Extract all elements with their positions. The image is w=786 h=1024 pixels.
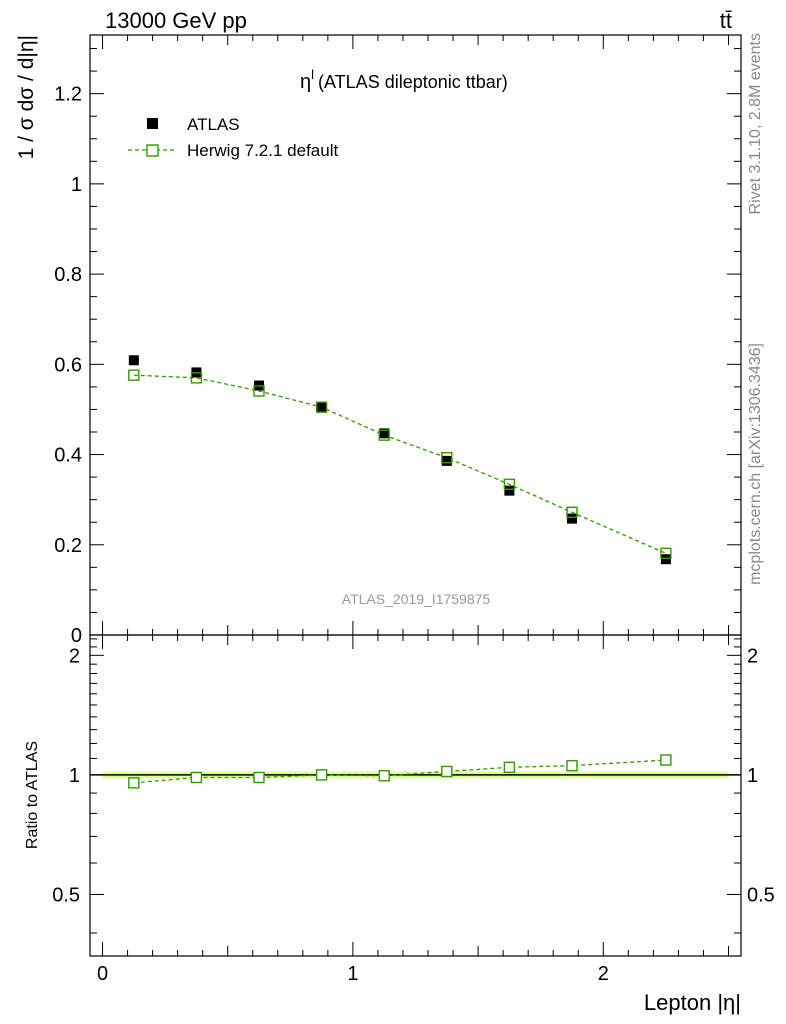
x-tick-label: 0	[97, 963, 108, 985]
herwig-point	[128, 369, 140, 381]
herwig-point	[660, 547, 672, 560]
ratio-y-axis-title: Ratio to ATLAS	[24, 741, 41, 849]
plot-title-suffix: (ATLAS dileptonic ttbar)	[318, 72, 508, 92]
herwig-point	[566, 506, 578, 518]
ratio-herwig-point	[566, 759, 578, 772]
atlas-point	[566, 513, 577, 524]
main-y-tick-labels: 0 0.2 0.4 0.6 0.8 1 1.2	[54, 84, 82, 647]
ratio-herwig-point	[315, 769, 328, 781]
x-tick-labels: 0 1 2	[97, 963, 609, 985]
chart-marks	[128, 355, 672, 789]
main-axis-ticks	[90, 35, 741, 636]
y-tick-label: 0.2	[54, 535, 82, 557]
herwig-point	[441, 452, 453, 464]
ratio-y-tick-label-right: 0.5	[747, 884, 775, 906]
y-tick-label: 1	[71, 174, 82, 196]
atlas-point	[379, 428, 390, 439]
legend-marker-atlas	[147, 118, 158, 129]
atlas-point	[504, 485, 515, 496]
ratio-herwig-point	[503, 761, 516, 774]
atlas-point	[441, 455, 452, 466]
plot-title-symbol: η	[300, 71, 311, 93]
legend: ATLAS Herwig 7.2.1 default	[128, 115, 338, 160]
herwig-point	[378, 429, 390, 441]
y-tick-label: 0.6	[54, 354, 82, 376]
y-tick-label: 1.2	[54, 84, 82, 106]
herwig-point	[190, 372, 203, 384]
ratio-herwig-point	[660, 754, 672, 766]
ratio-y-tick-label: 2	[69, 645, 80, 667]
plot-title: ηl (ATLAS dileptonic ttbar)	[300, 67, 508, 93]
atlas-point	[128, 355, 139, 366]
ratio-y-tick-label-right: 2	[747, 645, 758, 667]
x-tick-label: 2	[598, 963, 609, 985]
y-tick-label: 0.8	[54, 264, 82, 286]
y-tick-label: 0	[71, 625, 82, 647]
legend-label-herwig: Herwig 7.2.1 default	[187, 141, 338, 160]
atlas-point	[316, 402, 327, 413]
x-tick-label: 1	[347, 963, 358, 985]
herwig-point	[253, 385, 265, 397]
herwig-line	[133, 374, 667, 554]
x-axis-title: Lepton |η|	[644, 990, 741, 1015]
legend-marker-herwig	[146, 144, 159, 157]
ratio-herwig-point	[441, 765, 453, 778]
herwig-point	[315, 401, 328, 413]
ratio-axis-ticks	[90, 635, 741, 956]
ratio-y-tick-label: 0.5	[52, 884, 80, 906]
atlas-point	[660, 554, 671, 565]
rivet-label: Rivet 3.1.10, 2.8M events	[747, 33, 764, 214]
process-label: tt̄	[720, 8, 732, 33]
ratio-herwig-point	[128, 777, 140, 789]
herwig-point	[503, 478, 516, 491]
ratio-y-tick-labels: 0.5 1 2 0.5 1 2	[52, 645, 775, 906]
ratio-herwig-line	[133, 759, 666, 784]
analysis-watermark: ATLAS_2019_I1759875	[342, 591, 491, 607]
ratio-herwig-point	[378, 770, 390, 782]
ratio-y-tick-label-right: 1	[747, 765, 758, 787]
ratio-plot-frame	[89, 634, 742, 957]
ratio-herwig-point	[190, 771, 203, 784]
y-axis-title: 1 / σ dσ / d|η|	[15, 35, 38, 159]
mcplots-label: mcplots.cern.ch [arXiv:1306.3436]	[747, 343, 764, 585]
energy-label: 13000 GeV pp	[105, 8, 247, 33]
plot-title-superscript: l	[311, 67, 314, 82]
ratio-y-tick-label: 1	[69, 765, 80, 787]
legend-label-atlas: ATLAS	[187, 115, 240, 134]
ratio-herwig-point	[253, 771, 265, 784]
y-tick-label: 0.4	[54, 445, 82, 467]
